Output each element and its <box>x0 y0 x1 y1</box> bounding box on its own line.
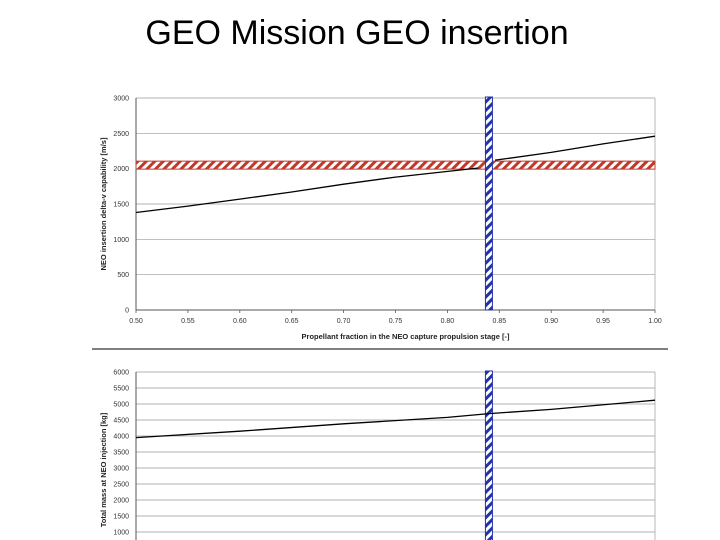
y-tick-label: 500 <box>117 272 129 279</box>
y-tick-label: 6000 <box>113 370 129 377</box>
y-tick-label: 3500 <box>113 450 129 457</box>
y-tick-label: 2000 <box>113 166 129 173</box>
x-tick-label: 0.60 <box>233 318 247 325</box>
y-axis-label: NEO insertion delta-v capability [m/s] <box>99 137 108 270</box>
y-tick-label: 1000 <box>113 237 129 244</box>
bottom-chart: 1000 1500 2000 2500 3000 3500 4000 4500 5000 5500… <box>99 370 656 540</box>
x-tick-label: 1.00 <box>648 318 662 325</box>
reference-band-vertical <box>484 96 493 311</box>
y-tick-label: 1000 <box>113 530 129 537</box>
reference-band-vertical <box>484 370 493 540</box>
x-tick-label: 0.75 <box>389 318 403 325</box>
series-line <box>135 399 656 439</box>
x-tick-label: 0.55 <box>181 318 195 325</box>
x-tick-label: 0.70 <box>337 318 351 325</box>
y-tick-label: 4000 <box>113 434 129 441</box>
x-axis-label: Propellant fraction in the NEO capture p… <box>302 332 510 341</box>
y-tick-label: 3000 <box>113 466 129 473</box>
y-tick-label: 5500 <box>113 386 129 393</box>
series-line <box>495 135 656 161</box>
x-tick-label: 0.80 <box>441 318 455 325</box>
y-tick-label: 1500 <box>113 202 129 209</box>
y-tick-label: 0 <box>125 308 129 315</box>
y-tick-label: 2500 <box>113 131 129 138</box>
x-tick-label: 0.90 <box>544 318 558 325</box>
y-tick-label: 1500 <box>113 514 129 521</box>
y-tick-label: 3000 <box>113 96 129 103</box>
reference-band-horizontal <box>135 160 656 170</box>
x-tick-label: 0.50 <box>129 318 143 325</box>
y-tick-label: 2500 <box>113 482 129 489</box>
x-tick-label: 0.85 <box>492 318 506 325</box>
x-tick-label: 0.65 <box>285 318 299 325</box>
y-axis-label: Total mass at NEO injection [kg] <box>99 412 108 527</box>
slide-title-text: GEO Mission GEO insertion <box>145 14 569 52</box>
y-tick-label: 2000 <box>113 498 129 505</box>
x-tick-label: 0.95 <box>596 318 610 325</box>
y-tick-label: 5000 <box>113 402 129 409</box>
series-line <box>135 167 479 214</box>
y-tick-label: 4500 <box>113 418 129 425</box>
top-chart: 0 500 1000 1500 2000 2500 3000 0.50 0.55 0.60 0.65… <box>99 96 662 342</box>
slide-title: GEO Mission GEO insertion <box>0 14 720 53</box>
